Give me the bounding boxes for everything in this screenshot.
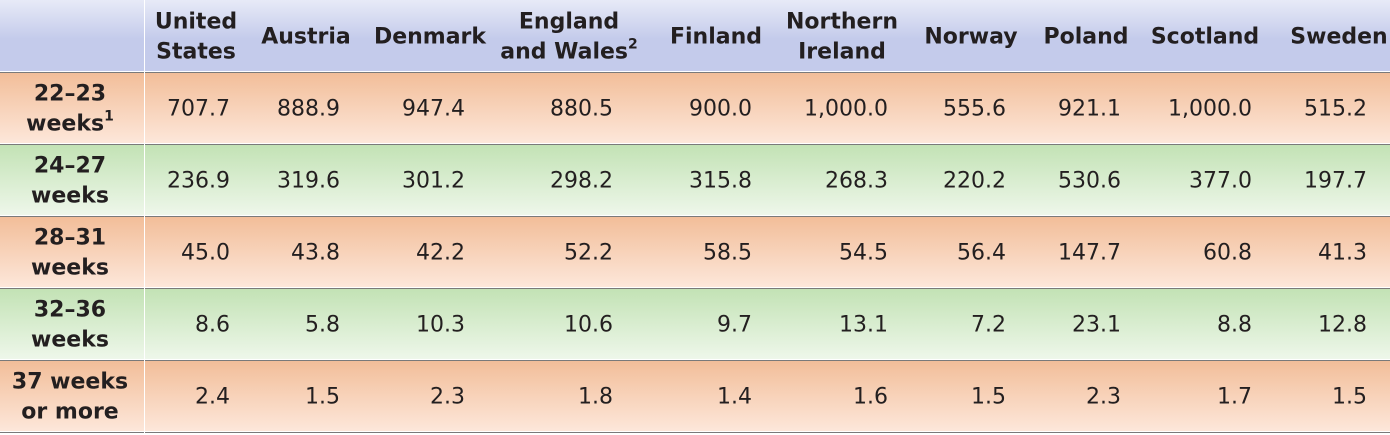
table-cell: 8.8 (1217, 313, 1252, 338)
column-header: England (519, 10, 619, 35)
table-cell: 301.2 (402, 169, 465, 194)
corner-cell (0, 0, 144, 71)
footnote-marker: 2 (628, 37, 638, 53)
column-header: Northern (786, 10, 898, 35)
header-band (0, 0, 1390, 71)
table-row: 28–31 weeks 45.0 43.8 42.2 52.2 58.5 54.5 56.4 14… (0, 216, 1390, 287)
table-cell: 54.5 (839, 241, 888, 266)
table-cell: 900.0 (689, 97, 752, 122)
table-cell: 315.8 (689, 169, 752, 194)
table-cell: 530.6 (1058, 169, 1121, 194)
table-cell: 147.7 (1058, 241, 1121, 266)
table-cell: 42.2 (416, 241, 465, 266)
table-cell: 43.8 (291, 241, 340, 266)
table-cell: 555.6 (943, 97, 1006, 122)
row-label: 32–36 (34, 298, 106, 323)
table-cell: 707.7 (167, 97, 230, 122)
table-cell: 13.1 (839, 313, 888, 338)
table-cell: 1.7 (1217, 385, 1252, 410)
table-row: 24–27 weeks 236.9 319.6 301.2 298.2 315.8 268.3… (0, 144, 1390, 215)
column-header: Poland (1043, 25, 1128, 50)
table-cell: 377.0 (1189, 169, 1252, 194)
row-label: weeks (31, 328, 109, 353)
table-cell: 268.3 (825, 169, 888, 194)
row-label: 24–27 (34, 154, 106, 179)
table-cell: 515.2 (1304, 97, 1367, 122)
column-header: Scotland (1151, 25, 1259, 50)
table-cell: 23.1 (1072, 313, 1121, 338)
table-cell: 220.2 (943, 169, 1006, 194)
table-cell: 7.2 (971, 313, 1006, 338)
row-label: 28–31 (34, 226, 106, 251)
row-band (0, 216, 1390, 287)
table-cell: 52.2 (564, 241, 613, 266)
footnote-marker: 1 (104, 109, 114, 125)
table-cell: 2.3 (430, 385, 465, 410)
table-cell: 921.1 (1058, 97, 1121, 122)
table-row: 32–36 weeks 8.6 5.8 10.3 10.6 9.7 13.1 7.2 23.1 8.… (0, 288, 1390, 359)
table-cell: 197.7 (1304, 169, 1367, 194)
table-cell: 888.9 (277, 97, 340, 122)
table-cell: 236.9 (167, 169, 230, 194)
row-band (0, 360, 1390, 431)
table-cell: 1.5 (971, 385, 1006, 410)
table-cell: 1.5 (1332, 385, 1367, 410)
table-cell: 9.7 (717, 313, 752, 338)
table-cell: 10.6 (564, 313, 613, 338)
table-cell: 41.3 (1318, 241, 1367, 266)
column-header: Ireland (798, 40, 886, 65)
table-cell: 5.8 (305, 313, 340, 338)
table-cell: 947.4 (402, 97, 465, 122)
row-band (0, 288, 1390, 359)
table-cell: 319.6 (277, 169, 340, 194)
column-header: Denmark (374, 25, 487, 50)
table-cell: 1,000.0 (1168, 97, 1252, 122)
table-cell: 1.5 (305, 385, 340, 410)
table-cell: 1.4 (717, 385, 752, 410)
row-label: 22–23 (34, 82, 106, 107)
table-cell: 1,000.0 (804, 97, 888, 122)
row-band (0, 144, 1390, 215)
table-cell: 2.4 (195, 385, 230, 410)
row-band (0, 72, 1390, 143)
table-cell: 298.2 (550, 169, 613, 194)
table-cell: 8.6 (195, 313, 230, 338)
table-cell: 58.5 (703, 241, 752, 266)
row-label: weeks1 (26, 109, 114, 137)
column-header: and Wales2 (500, 37, 638, 65)
column-header: Austria (261, 25, 351, 50)
column-header: States (156, 40, 236, 65)
row-label: weeks (31, 256, 109, 281)
row-label: weeks (31, 184, 109, 209)
column-header: United (155, 10, 237, 35)
table-cell: 60.8 (1203, 241, 1252, 266)
table-row: 37 weeks or more 2.4 1.5 2.3 1.8 1.4 1.6 1.5 2.3 1… (0, 360, 1390, 431)
table-cell: 880.5 (550, 97, 613, 122)
column-header: Sweden (1290, 25, 1387, 50)
column-header: Norway (924, 25, 1017, 50)
row-label: or more (21, 400, 118, 425)
column-header: Finland (670, 25, 762, 50)
row-label: 37 weeks (12, 370, 128, 395)
table-cell: 12.8 (1318, 313, 1367, 338)
table-cell: 2.3 (1086, 385, 1121, 410)
table-cell: 56.4 (957, 241, 1006, 266)
table-cell: 1.8 (578, 385, 613, 410)
table-cell: 45.0 (181, 241, 230, 266)
table-cell: 10.3 (416, 313, 465, 338)
table-cell: 1.6 (853, 385, 888, 410)
